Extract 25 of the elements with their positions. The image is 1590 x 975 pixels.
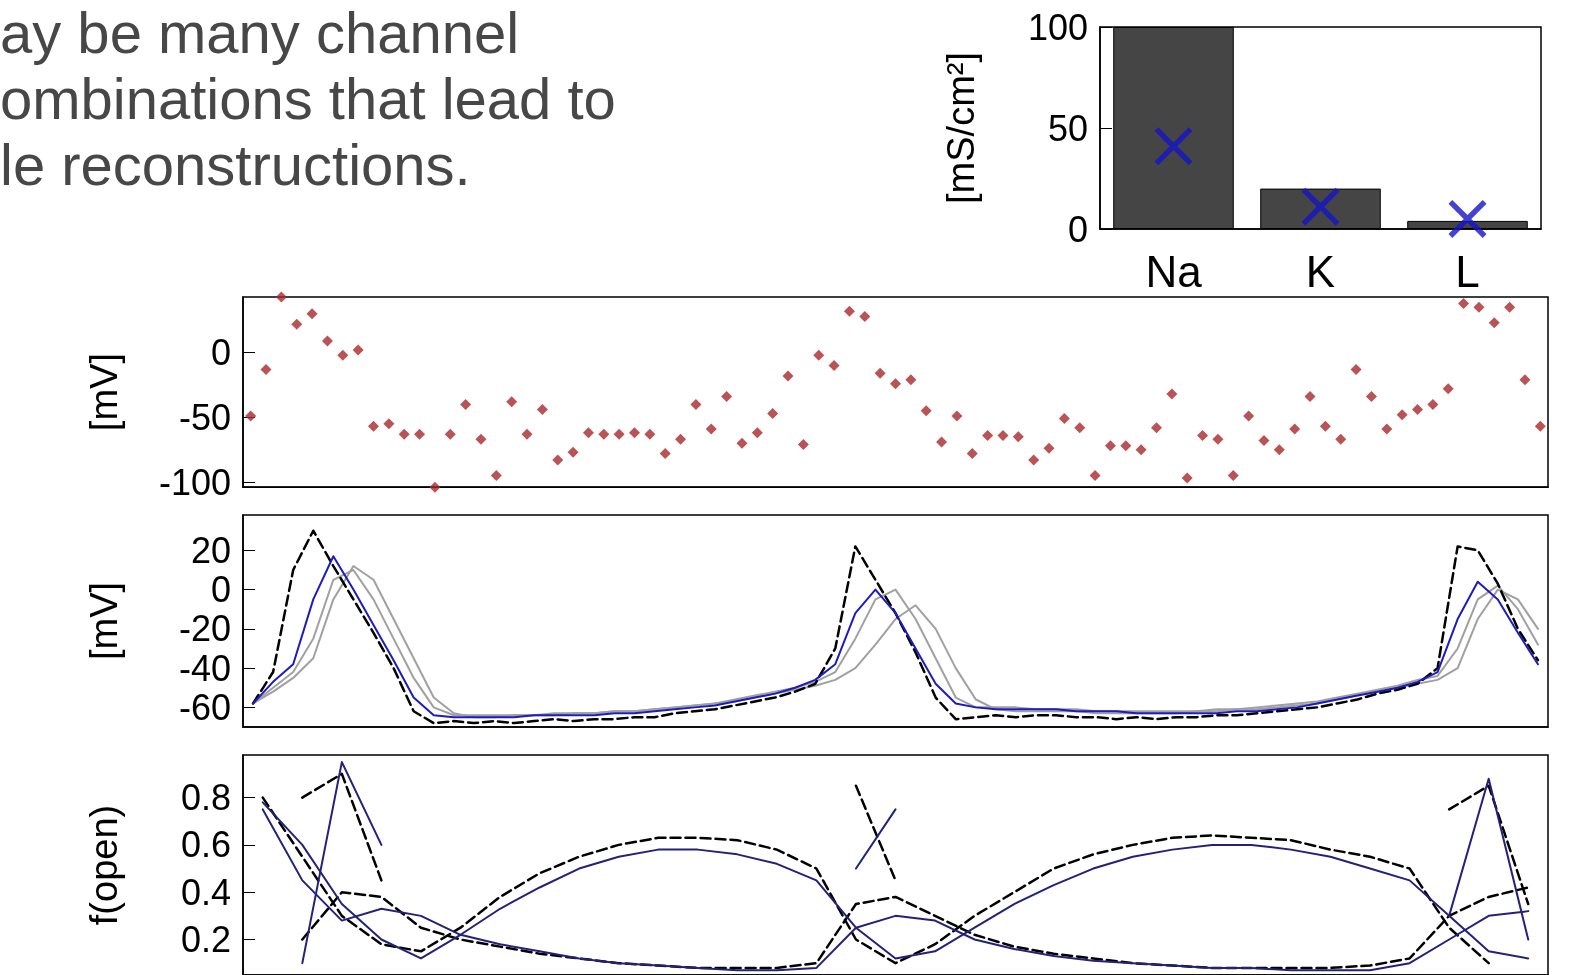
y-tick-label: 0 [210,569,231,611]
y-tick-label: 50 [1047,107,1088,149]
y-tick-label: -100 [158,461,231,503]
x-tick-label: K [1305,246,1336,296]
x-tick-label: Na [1145,246,1203,296]
y-tick-label: -50 [178,396,231,438]
y-tick-label: -20 [178,608,231,650]
y-tick-label: 0 [1067,208,1088,250]
y-tick-label: 20 [190,529,231,571]
y-tick-label: 0.6 [180,824,231,866]
y-tick-label: -60 [178,686,231,728]
y-tick-label: 0.8 [180,777,231,819]
text: ay be many channel [0,0,520,66]
y-tick-label: 0.2 [180,919,231,961]
y-axis-title: [mV] [83,353,125,432]
y-tick-label: 0 [210,332,231,374]
y-tick-label: 100 [1027,6,1088,48]
text: le reconstructions. [0,132,471,198]
y-tick-label: -40 [178,647,231,689]
y-axis-title: f(open) [83,804,125,926]
y-axis-title: [mS/cm²] [940,52,982,204]
y-tick-label: 0.4 [180,871,231,913]
x-tick-label: L [1455,246,1480,296]
text: ombinations that lead to [0,66,616,132]
y-axis-title: [mV] [83,581,125,661]
